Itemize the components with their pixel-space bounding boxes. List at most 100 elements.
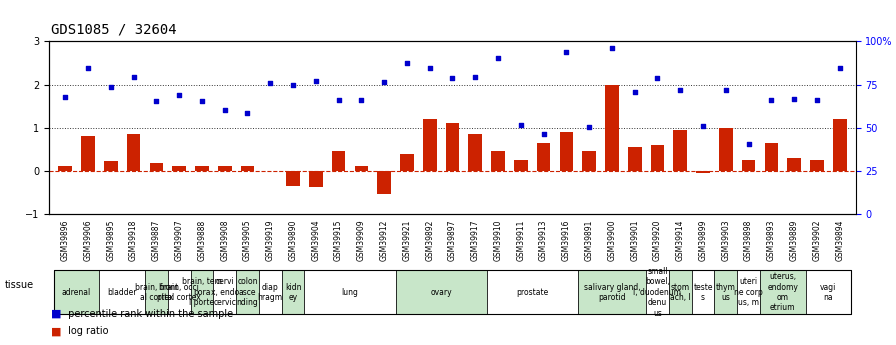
Bar <box>104 161 117 171</box>
Bar <box>833 119 847 171</box>
FancyBboxPatch shape <box>646 270 669 314</box>
Bar <box>537 143 550 171</box>
Point <box>605 45 619 51</box>
Bar <box>126 134 141 171</box>
Bar <box>514 160 528 171</box>
FancyBboxPatch shape <box>305 270 395 314</box>
Bar <box>582 151 596 171</box>
Text: GSM39902: GSM39902 <box>813 219 822 261</box>
Point <box>742 141 756 147</box>
Point <box>582 124 597 129</box>
Text: GSM39910: GSM39910 <box>494 219 503 261</box>
Text: GSM39918: GSM39918 <box>129 219 138 261</box>
Bar <box>150 164 163 171</box>
Text: GSM39916: GSM39916 <box>562 219 571 261</box>
Bar <box>218 166 231 171</box>
Text: GSM39899: GSM39899 <box>699 219 708 261</box>
Point <box>764 98 779 103</box>
Bar <box>810 160 823 171</box>
Text: GSM39914: GSM39914 <box>676 219 685 261</box>
Point <box>400 60 414 66</box>
Text: GSM39893: GSM39893 <box>767 219 776 261</box>
Point <box>240 110 254 115</box>
Point <box>172 92 186 98</box>
Text: GSM39921: GSM39921 <box>402 219 411 261</box>
FancyBboxPatch shape <box>281 270 305 314</box>
Bar <box>82 136 95 171</box>
Bar <box>491 151 504 171</box>
Text: ■: ■ <box>51 309 62 319</box>
Bar <box>764 143 779 171</box>
Point <box>513 123 528 128</box>
Text: ■: ■ <box>51 326 62 336</box>
Text: GSM39896: GSM39896 <box>61 219 70 261</box>
Bar <box>58 166 72 171</box>
FancyBboxPatch shape <box>578 270 646 314</box>
Text: GSM39912: GSM39912 <box>380 219 389 261</box>
Bar <box>445 123 460 171</box>
Text: percentile rank within the sample: percentile rank within the sample <box>65 309 233 319</box>
Point <box>832 66 847 71</box>
Text: teste
s: teste s <box>694 283 713 302</box>
Text: GSM39891: GSM39891 <box>585 219 594 261</box>
Text: GSM39897: GSM39897 <box>448 219 457 261</box>
Text: GSM39920: GSM39920 <box>653 219 662 261</box>
Point <box>468 75 482 80</box>
FancyBboxPatch shape <box>714 270 737 314</box>
FancyBboxPatch shape <box>760 270 806 314</box>
Bar <box>172 167 186 171</box>
Point <box>810 97 824 102</box>
Bar <box>559 132 573 171</box>
Text: vagi
na: vagi na <box>820 283 837 302</box>
Text: lung: lung <box>341 288 358 297</box>
FancyBboxPatch shape <box>806 270 851 314</box>
FancyBboxPatch shape <box>145 270 168 314</box>
Text: bladder: bladder <box>108 288 137 297</box>
Text: GDS1085 / 32604: GDS1085 / 32604 <box>51 22 177 37</box>
Bar <box>605 85 619 171</box>
Point <box>354 98 368 103</box>
Text: diap
hragm: diap hragm <box>258 283 283 302</box>
Bar <box>377 171 391 195</box>
Text: GSM39907: GSM39907 <box>175 219 184 261</box>
FancyBboxPatch shape <box>692 270 714 314</box>
FancyBboxPatch shape <box>213 270 236 314</box>
Text: GSM39892: GSM39892 <box>426 219 435 261</box>
Bar <box>286 171 300 186</box>
FancyBboxPatch shape <box>487 270 578 314</box>
Point <box>650 75 665 81</box>
Text: GSM39909: GSM39909 <box>357 219 366 261</box>
FancyBboxPatch shape <box>99 270 145 314</box>
Text: GSM39889: GSM39889 <box>789 219 798 261</box>
Text: GSM39906: GSM39906 <box>83 219 92 261</box>
Point <box>719 87 733 92</box>
Text: small
bowel,
I, duodenum
denu
us: small bowel, I, duodenum denu us <box>633 267 682 317</box>
Bar <box>674 130 687 171</box>
Text: GSM39898: GSM39898 <box>744 219 754 261</box>
Text: ovary: ovary <box>430 288 452 297</box>
FancyBboxPatch shape <box>191 270 213 314</box>
FancyBboxPatch shape <box>168 270 191 314</box>
Point <box>537 131 551 137</box>
Point <box>696 124 711 129</box>
FancyBboxPatch shape <box>54 270 99 314</box>
Text: GSM39887: GSM39887 <box>151 219 161 261</box>
Bar <box>241 166 254 171</box>
Bar <box>401 154 414 171</box>
Text: brain, tem
pora
l porte: brain, tem pora l porte <box>182 277 222 307</box>
FancyBboxPatch shape <box>236 270 259 314</box>
Text: GSM39900: GSM39900 <box>607 219 616 261</box>
Point <box>332 98 346 103</box>
Text: GSM39890: GSM39890 <box>289 219 297 261</box>
Bar <box>628 147 642 171</box>
Text: GSM39894: GSM39894 <box>835 219 844 261</box>
Point <box>787 96 801 101</box>
Text: GSM39905: GSM39905 <box>243 219 252 261</box>
Point <box>126 75 141 80</box>
Text: GSM39915: GSM39915 <box>334 219 343 261</box>
Point <box>491 55 505 60</box>
Text: GSM39911: GSM39911 <box>516 219 525 261</box>
Point <box>149 98 163 104</box>
Point <box>308 78 323 84</box>
Text: salivary gland,
parotid: salivary gland, parotid <box>583 283 641 302</box>
